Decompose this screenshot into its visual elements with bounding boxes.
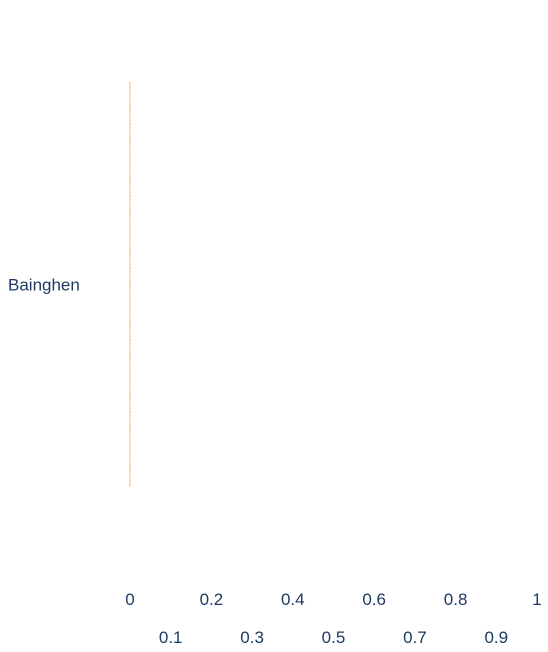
x-tick-label: 0.4 [281,590,305,609]
x-tick-label: 0.9 [484,628,508,647]
x-tick-label: 1 [532,590,541,609]
x-tick-label: 0.5 [322,628,346,647]
x-tick-label: 0.1 [159,628,183,647]
x-tick-label: 0.7 [403,628,427,647]
category-label: Bainghen [8,276,80,295]
x-axis-tick-labels: 0 0.1 0.2 0.3 0.4 0.5 0.6 0.7 0.8 0.9 1 [125,590,541,647]
x-tick-label: 0.2 [200,590,224,609]
category-labels: Bainghen [8,276,80,295]
x-tick-label: 0.3 [240,628,264,647]
x-tick-label: 0.6 [362,590,386,609]
x-tick-label: 0 [125,590,134,609]
x-tick-label: 0.8 [444,590,468,609]
